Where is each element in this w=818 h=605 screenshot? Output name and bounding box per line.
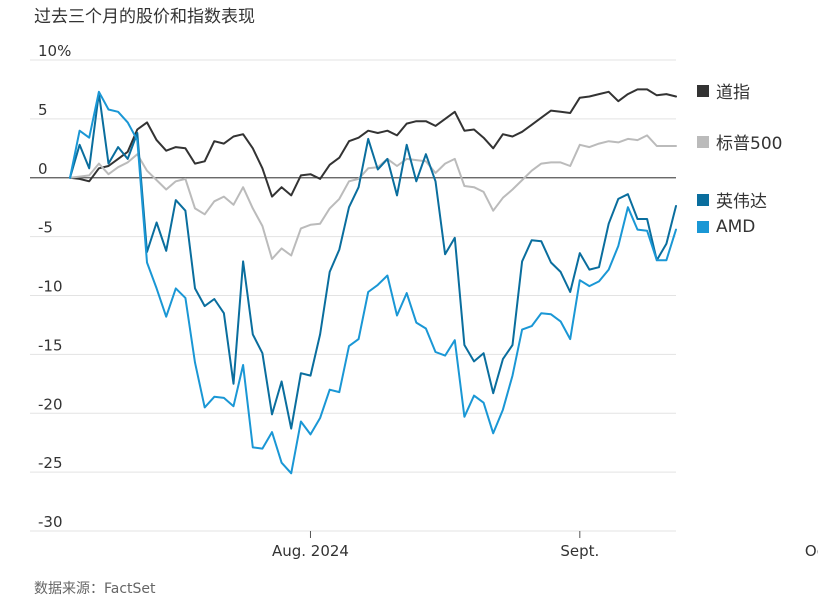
series-line-amd — [69, 90, 677, 475]
x-tick-label: Aug. 2024 — [272, 542, 349, 560]
x-tick-label: Oct. — [805, 542, 818, 560]
source-note: 数据来源：FactSet — [34, 581, 156, 597]
legend-swatch-dow — [697, 84, 709, 97]
legend-swatch-sp500 — [697, 135, 709, 148]
legend-label-dow: 道指 — [716, 83, 750, 103]
y-tick-label: 5 — [38, 101, 48, 119]
chart-title: 过去三个月的股价和指数表现 — [34, 7, 255, 27]
series-line-dow — [69, 88, 677, 198]
y-tick-label: -5 — [38, 219, 53, 237]
x-tick-labels: Aug. 2024 Sept. Oct. — [272, 531, 818, 560]
y-tick-label: -20 — [38, 395, 63, 413]
y-tick-label: -25 — [38, 454, 63, 472]
series-line-sp500 — [69, 134, 677, 260]
legend-label-nvidia: 英伟达 — [716, 192, 767, 212]
series-line-nvidia — [69, 92, 677, 430]
y-tick-label: 0 — [38, 160, 48, 178]
x-tick-label: Sept. — [560, 542, 599, 560]
legend-swatch-amd — [697, 221, 709, 233]
y-tick-label: 10% — [38, 42, 71, 60]
legend-swatch-nvidia — [697, 193, 709, 206]
y-tick-label: -10 — [38, 278, 63, 296]
grid-layer — [30, 59, 676, 532]
y-tick-label: -30 — [38, 513, 63, 531]
y-tick-label: -15 — [38, 336, 63, 354]
y-tick-labels: 10% 5 0 -5 -10 -15 -20 -25 -30 — [38, 42, 71, 531]
series-lines — [69, 88, 677, 475]
legend-item-amd: AMD — [697, 217, 755, 237]
legend-item-sp500: 标普500 — [697, 129, 782, 154]
legend-item-nvidia: 英伟达 — [697, 187, 767, 212]
legend-item-dow: 道指 — [697, 78, 750, 103]
legend-label-sp500: 标普500 — [716, 134, 783, 154]
legend-label-amd: AMD — [716, 217, 756, 237]
